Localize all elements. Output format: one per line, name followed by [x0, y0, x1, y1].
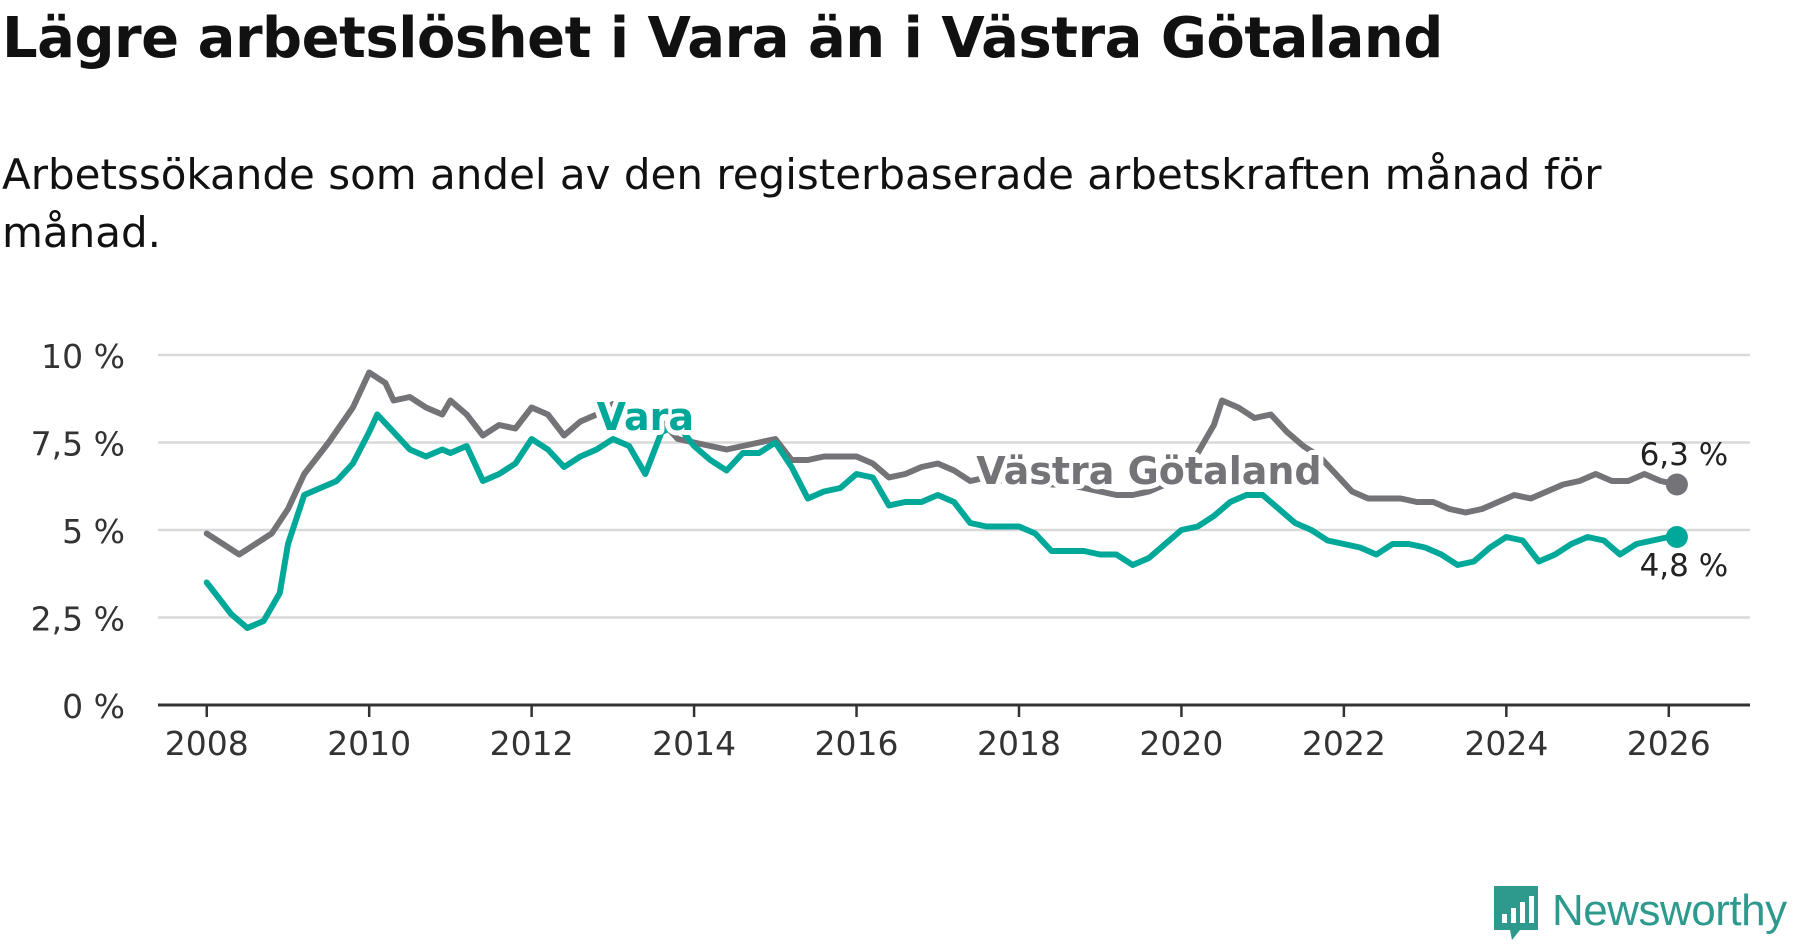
x-tick-label: 2014 — [652, 724, 736, 763]
x-tick-label: 2016 — [815, 724, 899, 763]
end-value-label-vara: 4,8 % — [1640, 548, 1729, 584]
y-tick-label: 7,5 % — [31, 425, 125, 464]
x-tick-label: 2018 — [977, 724, 1061, 763]
logo-text: Newsworthy — [1552, 886, 1787, 935]
x-tick-label: 2024 — [1464, 724, 1548, 763]
x-tick-label: 2022 — [1302, 724, 1386, 763]
y-tick-label: 5 % — [62, 512, 125, 551]
y-tick-label: 0 % — [62, 687, 125, 726]
x-tick-label: 2020 — [1139, 724, 1223, 763]
y-axis-tick-labels: 0 % 2,5 % 5 % 7,5 % 10 % — [31, 337, 125, 726]
x-tick-label: 2026 — [1627, 724, 1711, 763]
x-axis: 2008 2010 2012 2014 2016 2018 2020 2022 2024 2026 — [158, 703, 1750, 763]
chart-title: Lägre arbetslöshet i Vara än i Västra Gö… — [2, 6, 1443, 71]
y-tick-label: 10 % — [41, 337, 125, 376]
y-tick-label: 2,5 % — [31, 600, 125, 639]
series-labels: Västra Götaland Vara 6,3 % 4,8 % — [592, 390, 1729, 584]
series-line-v-stra-g-taland — [203, 369, 1680, 558]
line-chart: 0 % 2,5 % 5 % 7,5 % 10 % 2008 2010 2012 2014 201… — [31, 337, 1750, 763]
chart-subtitle: Arbetssökande som andel av den registerb… — [2, 150, 1602, 257]
end-value-label-vastra-gotaland: 6,3 % — [1640, 437, 1729, 473]
series-line-vara — [203, 411, 1680, 631]
bar-chart-logo-icon — [1494, 886, 1538, 940]
x-tick-label: 2008 — [165, 724, 249, 763]
end-point-vara — [1665, 526, 1688, 548]
series-name-label-vara: Vara — [597, 395, 694, 439]
grid-lines — [158, 353, 1750, 619]
end-point-v-stra-g-taland — [1665, 473, 1688, 496]
series-name-label-v-stra-g-taland: Västra Götaland — [976, 449, 1321, 493]
x-tick-label: 2010 — [327, 724, 411, 763]
series-lines — [203, 369, 1688, 631]
newsworthy-logo[interactable]: Newsworthy — [1492, 884, 1792, 942]
x-tick-label: 2012 — [490, 724, 574, 763]
